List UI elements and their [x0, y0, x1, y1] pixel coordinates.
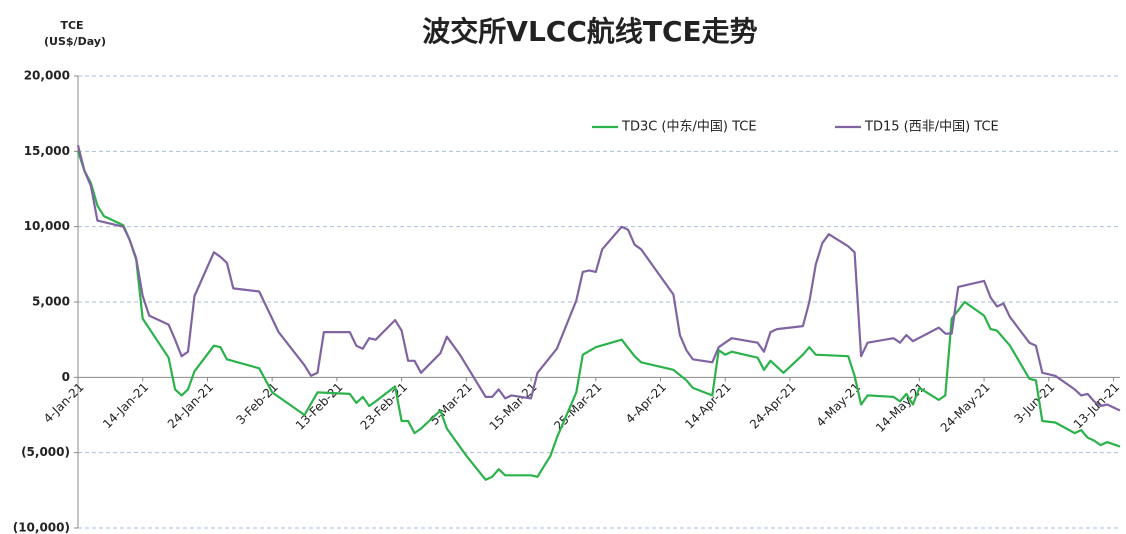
y-tick-label: 20,000: [24, 69, 70, 83]
x-tick-label: 24-Jan-21: [165, 380, 216, 431]
x-tick-label: 4-Jan-21: [41, 380, 87, 426]
x-tick-label: 14-Apr-21: [682, 380, 734, 432]
x-tick-label: 3-Feb-21: [234, 380, 281, 427]
chart-title: 波交所VLCC航线TCE走势: [422, 15, 757, 48]
x-tick-label: 13-Jun-21: [1071, 380, 1122, 431]
x-tick-label: 3-Jun-21: [1011, 380, 1057, 426]
legend-label: TD15 (西非/中国) TCE: [864, 120, 999, 135]
legend-label: TD3C (中东/中国) TCE: [621, 120, 757, 135]
y-tick-label: (10,000): [13, 521, 70, 534]
series-line: [76, 150, 1121, 481]
series-line: [76, 145, 1121, 412]
x-tick-label: 23-Feb-21: [358, 380, 411, 433]
y-tick-label: 10,000: [24, 219, 70, 233]
x-tick-label: 15-Mar-21: [487, 380, 540, 433]
x-tick-label: 4-Apr-21: [623, 380, 669, 426]
x-tick-label: 14-Jan-21: [100, 380, 151, 431]
y-axis-label: TCE: [60, 19, 83, 32]
x-tick-label: 5-Mar-21: [427, 380, 475, 428]
x-tick-label: 24-Apr-21: [747, 380, 799, 432]
y-axis-unit: (US$/Day): [44, 35, 106, 48]
x-tick-label: 4-May-21: [814, 380, 864, 430]
y-tick-label: 15,000: [24, 144, 70, 158]
y-tick-label: 5,000: [32, 295, 70, 309]
x-tick-label: 13-Feb-21: [293, 380, 346, 433]
y-tick-label: 0: [62, 370, 70, 384]
y-tick-label: (5,000): [21, 445, 70, 459]
